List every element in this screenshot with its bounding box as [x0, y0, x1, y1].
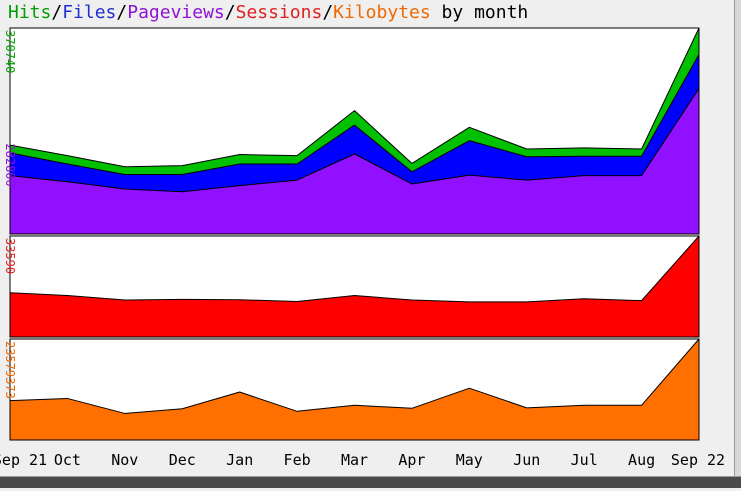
panel-border	[9, 235, 700, 338]
chart-title-text: Hits/Files/Pageviews/Sessions/Kilobytes …	[8, 2, 528, 23]
x-tick-label: Jul	[571, 451, 598, 469]
window-right-edge	[734, 0, 741, 476]
chart-title-part: Kilobytes	[333, 2, 431, 23]
x-tick-label: Nov	[111, 451, 138, 469]
chart-title-part: Pageviews	[127, 2, 225, 23]
x-tick-label: Apr	[398, 451, 425, 469]
y-mid-label: 282800	[3, 143, 17, 186]
panel-sessions: 33590	[3, 235, 700, 338]
x-tick-label: Feb	[284, 451, 311, 469]
x-tick-label: Sep 21	[0, 451, 47, 469]
x-tick-label: May	[456, 451, 483, 469]
panel-border	[9, 338, 700, 441]
x-tick-label: Oct	[54, 451, 81, 469]
chart-title-part: by month	[431, 2, 529, 23]
chart-title-part: /	[51, 2, 62, 23]
series-area-pageviews	[9, 87, 700, 235]
series-area-kilobytes	[9, 338, 700, 441]
chart-title-part: /	[225, 2, 236, 23]
x-tick-label: Jan	[226, 451, 253, 469]
panel-border	[9, 27, 700, 235]
x-tick-label: Jun	[513, 451, 540, 469]
chart-title-part: Files	[62, 2, 116, 23]
y-max-label: 370740	[3, 30, 17, 73]
window-bottom-edge	[0, 476, 741, 488]
chart-title-part: /	[322, 2, 333, 23]
x-axis: Sep 21 Oct Nov Dec Jan Feb Mar Apr May Jun Jul Aug S…	[0, 451, 725, 469]
panel-kilobytes: 23579373	[3, 338, 700, 441]
panel-hits-files-pageviews: 370740 282800	[3, 27, 700, 235]
y-max-label: 33590	[3, 238, 17, 274]
x-tick-label: Dec	[169, 451, 196, 469]
chart-title: Hits/Files/Pageviews/Sessions/Kilobytes …	[8, 2, 528, 23]
x-tick-label: Aug	[628, 451, 655, 469]
chart-panels: 370740 282800 33590 23579373	[3, 27, 700, 441]
chart-title-part: Sessions	[236, 2, 323, 23]
x-tick-label: Mar	[341, 451, 368, 469]
chart-title-part: Hits	[8, 2, 51, 23]
x-tick-label: Sep 22	[671, 451, 725, 469]
series-area-sessions	[9, 235, 700, 338]
y-max-label: 23579373	[3, 341, 17, 399]
chart-title-part: /	[116, 2, 127, 23]
